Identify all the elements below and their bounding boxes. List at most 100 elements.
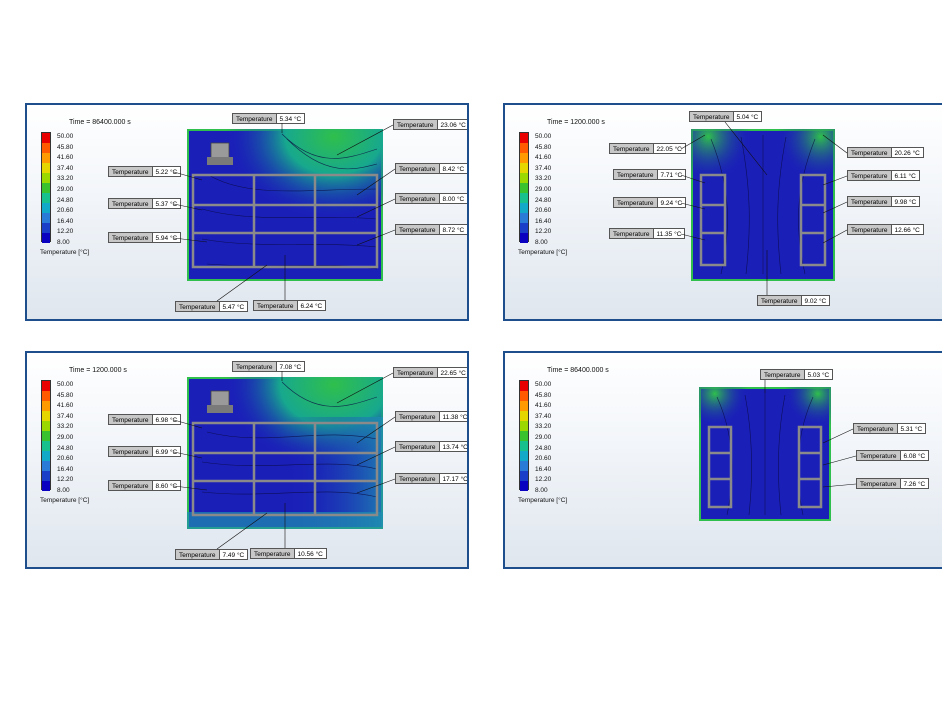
legend-swatch <box>520 173 528 183</box>
legend-value: 20.60 <box>535 455 552 463</box>
legend-swatch <box>42 203 50 213</box>
legend-swatch <box>42 411 50 421</box>
temperature-probe: Temperature 5.31 °C <box>853 423 927 434</box>
legend-value: 16.40 <box>57 465 74 473</box>
legend-swatch <box>42 163 50 173</box>
legend-value: 29.00 <box>535 434 552 441</box>
legend-value: 20.60 <box>535 207 552 215</box>
temperature-probe: Temperature 9.24 °C <box>613 197 687 208</box>
legend-value: 37.40 <box>57 164 74 172</box>
legend-swatch <box>42 223 50 233</box>
legend-value: 41.60 <box>535 154 552 162</box>
temperature-probe: Temperature 8.72 °C <box>395 224 467 235</box>
legend-value: 8.00 <box>57 239 70 246</box>
legend-color-bar <box>41 380 51 491</box>
legend-value: 37.40 <box>535 164 552 172</box>
temperature-probe: Temperature 5.37 °C <box>108 198 182 209</box>
legend-swatch <box>520 233 528 243</box>
legend-value: 33.20 <box>57 175 74 183</box>
temperature-probe: Temperature 5.22 °C <box>108 166 182 177</box>
panel-bottom-left: Time = 1200.000 s 50.00 45.80 41.60 37.40 33… <box>25 351 469 569</box>
legend-swatch <box>42 421 50 431</box>
legend-value: 8.00 <box>535 487 548 494</box>
legend-swatch <box>42 391 50 401</box>
temperature-probe: Temperature 17.17 °C <box>395 473 467 484</box>
legend-swatch <box>42 431 50 441</box>
legend-value: 29.00 <box>57 434 74 441</box>
legend-swatch <box>520 143 528 153</box>
legend-swatch <box>42 471 50 481</box>
legend-value: 24.80 <box>57 444 74 452</box>
legend-swatch <box>42 461 50 471</box>
legend-swatch <box>520 431 528 441</box>
legend-swatch <box>520 401 528 411</box>
legend-value: 29.00 <box>57 186 74 193</box>
temperature-probe: Temperature 6.99 °C <box>108 446 182 457</box>
legend-swatch <box>520 133 528 143</box>
container-side-model <box>187 129 383 281</box>
temperature-probe: Temperature 5.34 °C <box>232 113 306 124</box>
temperature-probe: Temperature 7.71 °C <box>613 169 687 180</box>
temperature-probe: Temperature 5.94 °C <box>108 232 182 243</box>
legend-color-bar <box>519 380 529 491</box>
legend-value: 12.20 <box>57 476 74 484</box>
legend-swatch <box>520 451 528 461</box>
legend-swatch <box>520 193 528 203</box>
legend-value: 12.20 <box>535 476 552 484</box>
legend-value: 24.80 <box>535 444 552 452</box>
legend-value: 45.80 <box>535 391 552 399</box>
legend-swatch <box>42 481 50 491</box>
legend-value: 12.20 <box>57 228 74 236</box>
legend-swatch <box>520 461 528 471</box>
temperature-probe: Temperature 9.98 °C <box>847 196 921 207</box>
temperature-probe: Temperature 11.35 °C <box>609 228 686 239</box>
temperature-probe: Temperature 22.65 °C <box>393 367 467 378</box>
legend-value: 33.20 <box>535 175 552 183</box>
legend-value: 29.00 <box>535 186 552 193</box>
container-end-model <box>691 129 835 281</box>
panel-top-left: Time = 86400.000 s 50.00 45.80 41.60 37.40 3… <box>25 103 469 321</box>
temperature-probe: Temperature 6.24 °C <box>253 300 327 311</box>
legend-swatch <box>520 213 528 223</box>
panel-bottom-right: Time = 86400.000 s 50.00 45.80 41.60 37.40 3… <box>503 351 942 569</box>
legend-value: 16.40 <box>57 217 74 225</box>
temperature-probe: Temperature 7.49 °C <box>175 549 249 560</box>
legend-value: 16.40 <box>535 465 552 473</box>
legend-value: 24.80 <box>535 196 552 204</box>
legend-title: Temperature [°C] <box>40 249 90 256</box>
legend-value: 50.00 <box>57 133 74 140</box>
temperature-probe: Temperature 6.98 °C <box>108 414 182 425</box>
legend-value: 37.40 <box>57 412 74 420</box>
legend-swatch <box>42 133 50 143</box>
temperature-probe: Temperature 8.60 °C <box>108 480 182 491</box>
temperature-probe: Temperature 22.05 °C <box>609 143 686 154</box>
temperature-probe: Temperature 9.02 °C <box>757 295 831 306</box>
legend-value: 45.80 <box>57 143 74 151</box>
legend-value: 41.60 <box>57 154 74 162</box>
temperature-probe: Temperature 8.42 °C <box>395 163 467 174</box>
legend-value: 45.80 <box>535 143 552 151</box>
legend-swatch <box>520 391 528 401</box>
legend-title: Temperature [°C] <box>518 497 568 504</box>
legend-swatch <box>520 163 528 173</box>
legend-swatch <box>42 193 50 203</box>
legend-swatch <box>520 223 528 233</box>
legend-color-bar <box>519 132 529 243</box>
legend-swatch <box>42 143 50 153</box>
legend-swatch <box>42 233 50 243</box>
legend-value: 12.20 <box>535 228 552 236</box>
temperature-probe: Temperature 10.56 °C <box>250 548 327 559</box>
time-label: Time = 1200.000 s <box>547 119 605 126</box>
legend-value: 33.20 <box>535 423 552 431</box>
legend-swatch <box>42 401 50 411</box>
legend-value: 20.60 <box>57 455 74 463</box>
temperature-probe: Temperature 6.08 °C <box>856 450 930 461</box>
container-end-model <box>699 387 831 521</box>
legend-swatch <box>520 411 528 421</box>
legend-swatch <box>520 153 528 163</box>
legend-value: 16.40 <box>535 217 552 225</box>
legend-value: 20.60 <box>57 207 74 215</box>
legend-value: 37.40 <box>535 412 552 420</box>
temperature-probe: Temperature 5.03 °C <box>760 369 834 380</box>
temperature-probe: Temperature 8.00 °C <box>395 193 467 204</box>
